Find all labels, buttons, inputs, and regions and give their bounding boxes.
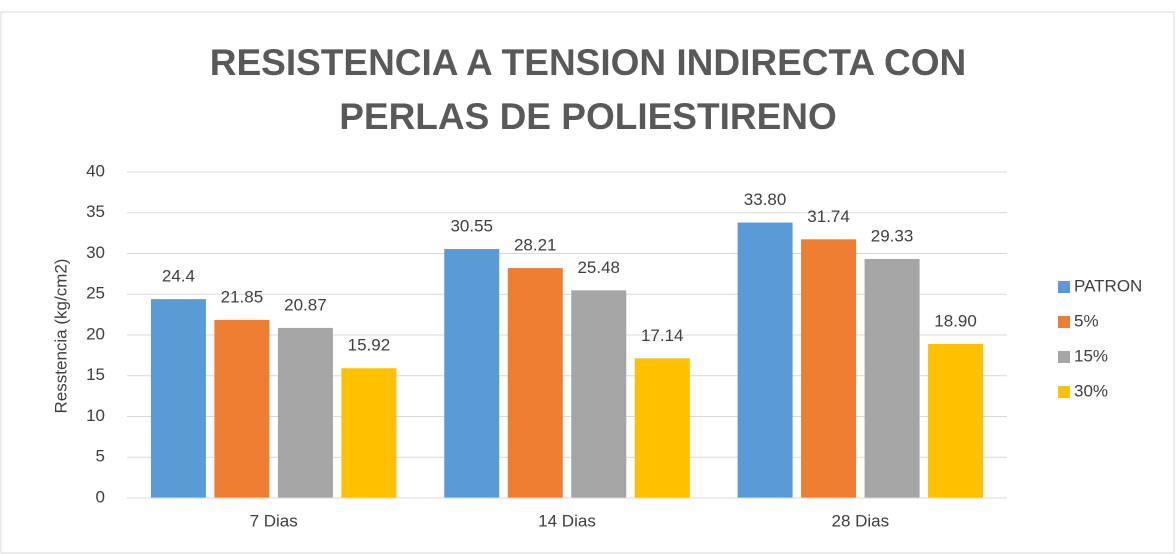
bar [634, 358, 690, 498]
legend-label: 30% [1074, 381, 1108, 400]
y-tick-label: 20 [86, 324, 105, 343]
y-tick-label: 35 [86, 202, 105, 221]
x-tick-label: 14 Dias [538, 511, 596, 530]
data-label: 15.92 [348, 336, 391, 355]
bar [928, 343, 984, 498]
bar [341, 368, 397, 498]
bar [444, 249, 500, 498]
data-label: 29.33 [871, 226, 914, 245]
title-box: RESISTENCIA A TENSION INDIRECTA CON PERL… [209, 42, 967, 137]
data-label: 18.90 [934, 311, 977, 330]
bar [737, 222, 793, 498]
y-tick-label: 30 [86, 243, 105, 262]
y-tick-label: 25 [86, 284, 105, 303]
legend-label: 15% [1074, 346, 1108, 365]
bar [507, 268, 563, 498]
legend-swatch [1058, 351, 1070, 363]
data-label: 21.85 [221, 287, 264, 306]
data-label: 24.4 [162, 267, 195, 286]
y-tick-label: 40 [86, 161, 105, 180]
y-tick-label: 0 [96, 487, 105, 506]
data-label: 25.48 [577, 258, 620, 277]
legend-swatch [1058, 386, 1070, 398]
data-label: 28.21 [514, 236, 557, 255]
bar [150, 299, 206, 498]
data-label: 20.87 [284, 295, 327, 314]
y-axis-label: Resstencia (kg/cm2) [51, 259, 70, 414]
chart-title: RESISTENCIA A TENSION INDIRECTA CON PERL… [209, 42, 967, 137]
bar [864, 258, 920, 498]
bar [801, 239, 857, 498]
legend-swatch [1058, 316, 1070, 328]
legend-label: 5% [1074, 311, 1099, 330]
data-label: 33.80 [744, 190, 787, 209]
x-tick-label: 28 Dias [832, 511, 890, 530]
y-tick-label: 15 [86, 365, 105, 384]
bar [277, 327, 333, 498]
x-tick-label: 7 Dias [250, 511, 298, 530]
y-tick-label: 5 [96, 447, 105, 466]
bar [571, 290, 627, 498]
y-tick-label: 10 [86, 406, 105, 425]
data-label: 31.74 [807, 207, 850, 226]
bar [214, 319, 270, 498]
legend-swatch [1058, 281, 1070, 293]
data-label: 17.14 [641, 326, 684, 345]
legend-label: PATRON [1074, 276, 1142, 295]
data-label: 30.55 [450, 217, 493, 236]
